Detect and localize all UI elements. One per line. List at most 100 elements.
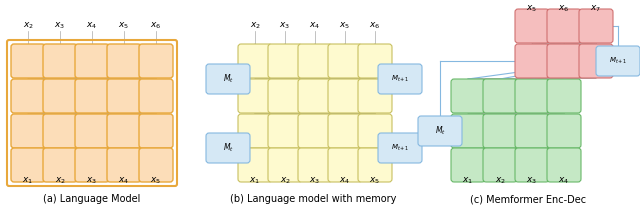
Text: $x_6$: $x_6$ xyxy=(558,4,570,14)
FancyBboxPatch shape xyxy=(579,9,613,43)
FancyBboxPatch shape xyxy=(378,133,422,163)
FancyBboxPatch shape xyxy=(43,79,77,113)
Text: $x_4$: $x_4$ xyxy=(339,176,351,186)
FancyBboxPatch shape xyxy=(107,114,141,148)
FancyBboxPatch shape xyxy=(139,44,173,78)
FancyBboxPatch shape xyxy=(11,114,45,148)
FancyBboxPatch shape xyxy=(483,148,517,182)
FancyBboxPatch shape xyxy=(75,114,109,148)
FancyBboxPatch shape xyxy=(206,64,250,94)
Text: $x_3$: $x_3$ xyxy=(280,21,291,31)
FancyBboxPatch shape xyxy=(43,114,77,148)
FancyBboxPatch shape xyxy=(358,114,392,148)
Text: $x_3$: $x_3$ xyxy=(86,176,97,186)
Text: $x_5$: $x_5$ xyxy=(527,4,538,14)
FancyBboxPatch shape xyxy=(328,79,362,113)
FancyBboxPatch shape xyxy=(451,79,485,113)
FancyBboxPatch shape xyxy=(483,114,517,148)
Text: $x_1$: $x_1$ xyxy=(463,176,474,186)
FancyBboxPatch shape xyxy=(358,79,392,113)
Text: $x_2$: $x_2$ xyxy=(54,176,65,186)
FancyBboxPatch shape xyxy=(451,148,485,182)
FancyBboxPatch shape xyxy=(298,79,332,113)
Text: $x_2$: $x_2$ xyxy=(280,176,291,186)
FancyBboxPatch shape xyxy=(358,148,392,182)
FancyBboxPatch shape xyxy=(43,44,77,78)
FancyBboxPatch shape xyxy=(515,44,549,78)
FancyBboxPatch shape xyxy=(378,64,422,94)
Text: $M_t$: $M_t$ xyxy=(435,125,445,137)
FancyBboxPatch shape xyxy=(483,79,517,113)
FancyBboxPatch shape xyxy=(238,44,272,78)
FancyBboxPatch shape xyxy=(238,114,272,148)
FancyBboxPatch shape xyxy=(75,148,109,182)
FancyBboxPatch shape xyxy=(75,79,109,113)
Text: $x_2$: $x_2$ xyxy=(250,21,260,31)
FancyBboxPatch shape xyxy=(238,79,272,113)
FancyBboxPatch shape xyxy=(418,116,462,146)
FancyBboxPatch shape xyxy=(547,148,581,182)
FancyBboxPatch shape xyxy=(139,148,173,182)
FancyBboxPatch shape xyxy=(268,148,302,182)
FancyBboxPatch shape xyxy=(328,148,362,182)
FancyBboxPatch shape xyxy=(268,44,302,78)
FancyBboxPatch shape xyxy=(596,46,640,76)
Text: $x_3$: $x_3$ xyxy=(527,176,538,186)
FancyBboxPatch shape xyxy=(547,9,581,43)
FancyBboxPatch shape xyxy=(547,79,581,113)
Text: $x_4$: $x_4$ xyxy=(86,21,98,31)
Text: $M_t$: $M_t$ xyxy=(223,73,234,85)
FancyBboxPatch shape xyxy=(107,79,141,113)
FancyBboxPatch shape xyxy=(139,114,173,148)
FancyBboxPatch shape xyxy=(206,133,250,163)
FancyBboxPatch shape xyxy=(298,114,332,148)
FancyBboxPatch shape xyxy=(139,79,173,113)
Text: $M_{t+1}$: $M_{t+1}$ xyxy=(390,143,410,153)
FancyBboxPatch shape xyxy=(268,114,302,148)
FancyBboxPatch shape xyxy=(547,44,581,78)
Text: (c) Memformer Enc-Dec: (c) Memformer Enc-Dec xyxy=(470,194,586,204)
Text: $x_4$: $x_4$ xyxy=(309,21,321,31)
Text: (b) Language model with memory: (b) Language model with memory xyxy=(230,194,396,204)
FancyBboxPatch shape xyxy=(515,79,549,113)
Text: $x_3$: $x_3$ xyxy=(310,176,321,186)
FancyBboxPatch shape xyxy=(547,114,581,148)
Text: (a) Language Model: (a) Language Model xyxy=(44,194,141,204)
Text: $x_6$: $x_6$ xyxy=(369,21,381,31)
Text: $x_2$: $x_2$ xyxy=(495,176,506,186)
FancyBboxPatch shape xyxy=(238,148,272,182)
FancyBboxPatch shape xyxy=(11,79,45,113)
FancyBboxPatch shape xyxy=(515,114,549,148)
FancyBboxPatch shape xyxy=(579,44,613,78)
Text: $x_5$: $x_5$ xyxy=(150,176,161,186)
FancyBboxPatch shape xyxy=(298,148,332,182)
FancyBboxPatch shape xyxy=(358,44,392,78)
Text: $x_1$: $x_1$ xyxy=(250,176,260,186)
Text: $x_6$: $x_6$ xyxy=(150,21,162,31)
FancyBboxPatch shape xyxy=(43,148,77,182)
FancyBboxPatch shape xyxy=(11,148,45,182)
Text: $x_4$: $x_4$ xyxy=(558,176,570,186)
FancyBboxPatch shape xyxy=(75,44,109,78)
FancyBboxPatch shape xyxy=(515,148,549,182)
FancyBboxPatch shape xyxy=(328,44,362,78)
Text: $x_5$: $x_5$ xyxy=(369,176,381,186)
Text: $M_{t+1}$: $M_{t+1}$ xyxy=(609,56,627,66)
Text: $x_2$: $x_2$ xyxy=(22,21,33,31)
Text: $x_5$: $x_5$ xyxy=(339,21,351,31)
FancyBboxPatch shape xyxy=(451,114,485,148)
Text: $x_3$: $x_3$ xyxy=(54,21,65,31)
Text: $x_4$: $x_4$ xyxy=(118,176,130,186)
Text: $x_5$: $x_5$ xyxy=(118,21,129,31)
FancyBboxPatch shape xyxy=(107,148,141,182)
FancyBboxPatch shape xyxy=(298,44,332,78)
Text: $M_{t+1}$: $M_{t+1}$ xyxy=(390,74,410,84)
Text: $M_t$: $M_t$ xyxy=(223,142,234,154)
FancyBboxPatch shape xyxy=(328,114,362,148)
FancyBboxPatch shape xyxy=(11,44,45,78)
FancyBboxPatch shape xyxy=(107,44,141,78)
Text: $x_7$: $x_7$ xyxy=(591,4,602,14)
FancyBboxPatch shape xyxy=(268,79,302,113)
Text: $x_1$: $x_1$ xyxy=(22,176,33,186)
FancyBboxPatch shape xyxy=(515,9,549,43)
